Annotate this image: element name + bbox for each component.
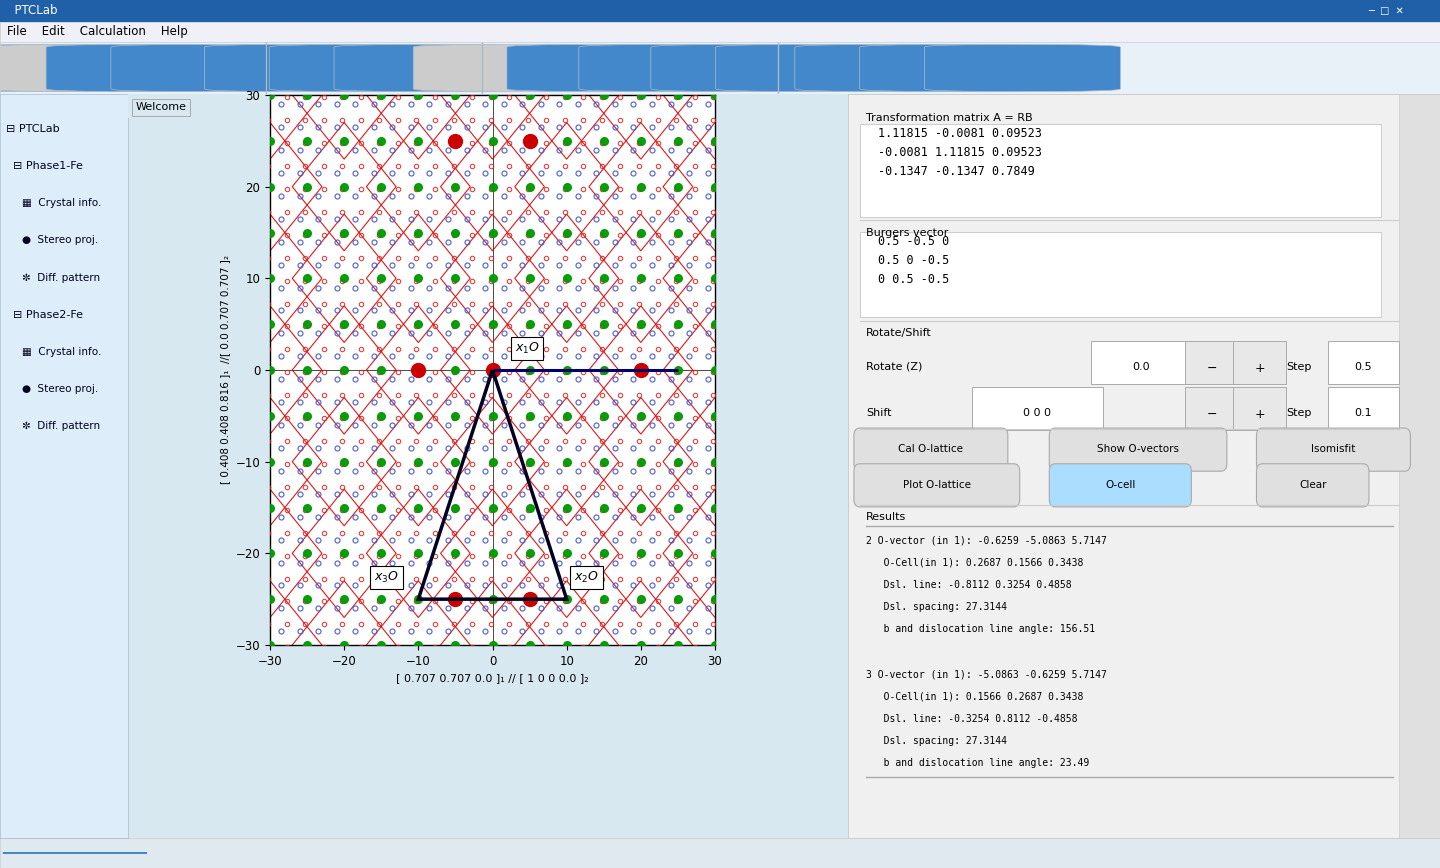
FancyBboxPatch shape (579, 44, 775, 91)
Text: File    Edit    Calculation    Help: File Edit Calculation Help (7, 25, 189, 38)
FancyBboxPatch shape (507, 44, 703, 91)
FancyBboxPatch shape (334, 44, 530, 91)
FancyBboxPatch shape (1398, 94, 1440, 838)
Text: Burgers vector: Burgers vector (865, 228, 948, 238)
Text: Rotate/Shift: Rotate/Shift (865, 328, 932, 339)
Y-axis label: [ 0.408 0.408 0.816 ]₁  //[ 0.0 0.707 0.707 ]₂: [ 0.408 0.408 0.816 ]₁ //[ 0.0 0.707 0.7… (220, 255, 230, 484)
Text: ⊟ PTCLab: ⊟ PTCLab (6, 124, 60, 134)
Text: Shift: Shift (865, 408, 891, 418)
Text: Transformation matrix A = RB: Transformation matrix A = RB (865, 113, 1032, 122)
FancyBboxPatch shape (1090, 341, 1191, 385)
FancyBboxPatch shape (795, 44, 991, 91)
Text: NCS--analysis (2-D projection)  ×: NCS--analysis (2-D projection) × (488, 102, 694, 112)
Text: ⊟ Phase2-Fe: ⊟ Phase2-Fe (13, 310, 84, 319)
Text: 0.1: 0.1 (1354, 408, 1372, 418)
Text: Dsl. spacing: 27.3144: Dsl. spacing: 27.3144 (865, 736, 1007, 746)
Text: b and dislocation line angle: 23.49: b and dislocation line angle: 23.49 (865, 759, 1089, 768)
FancyBboxPatch shape (860, 44, 1056, 91)
FancyBboxPatch shape (854, 464, 1020, 507)
Text: Isomisfit: Isomisfit (1312, 444, 1355, 454)
FancyBboxPatch shape (1257, 464, 1369, 507)
Text: −: − (1207, 408, 1217, 421)
Text: ●  Stereo proj.: ● Stereo proj. (22, 385, 98, 394)
Text: ●  Stereo proj.: ● Stereo proj. (22, 235, 98, 246)
FancyBboxPatch shape (716, 44, 912, 91)
Text: ▦  Crystal info.: ▦ Crystal info. (22, 347, 101, 357)
FancyBboxPatch shape (413, 44, 609, 91)
Text: Rotate (Z): Rotate (Z) (865, 362, 922, 372)
Text: Plot O-lattice: Plot O-lattice (903, 480, 971, 490)
FancyBboxPatch shape (1233, 387, 1286, 431)
Text: 0.5 -0.5 0
0.5 0 -0.5
0 0.5 -0.5: 0.5 -0.5 0 0.5 0 -0.5 0 0.5 -0.5 (877, 235, 949, 286)
Text: PTCLab: PTCLab (7, 4, 58, 17)
Text: $x_2O$: $x_2O$ (575, 569, 599, 585)
Text: 0 0 0: 0 0 0 (1024, 408, 1051, 418)
Text: ✼  Diff. pattern: ✼ Diff. pattern (22, 421, 99, 431)
Text: Step: Step (1286, 408, 1312, 418)
Text: Show O-vectors: Show O-vectors (1097, 444, 1179, 454)
Text: Dsl. line: -0.8112 0.3254 0.4858: Dsl. line: -0.8112 0.3254 0.4858 (865, 580, 1071, 590)
Text: b and dislocation line angle: 156.51: b and dislocation line angle: 156.51 (865, 624, 1094, 635)
Text: 3 O-vector (in 1): -5.0863 -0.6259 5.7147: 3 O-vector (in 1): -5.0863 -0.6259 5.714… (865, 669, 1106, 679)
Text: Cal O-lattice: Cal O-lattice (899, 444, 963, 454)
FancyBboxPatch shape (204, 44, 400, 91)
Text: ▦  Crystal info.: ▦ Crystal info. (22, 198, 101, 208)
Text: 0.5: 0.5 (1354, 362, 1372, 372)
FancyBboxPatch shape (924, 44, 1120, 91)
FancyBboxPatch shape (1050, 428, 1227, 471)
Text: 2 O-vector (in 1): -0.6259 -5.0863 5.7147: 2 O-vector (in 1): -0.6259 -5.0863 5.714… (865, 536, 1106, 545)
Text: Welcome: Welcome (135, 102, 186, 112)
FancyBboxPatch shape (860, 124, 1381, 217)
Text: ─  □  ✕: ─ □ ✕ (1368, 6, 1404, 16)
FancyBboxPatch shape (111, 44, 307, 91)
Text: O-Cell(in 1): 0.2687 0.1566 0.3438: O-Cell(in 1): 0.2687 0.1566 0.3438 (865, 557, 1083, 568)
Text: +: + (1254, 362, 1264, 375)
X-axis label: [ 0.707 0.707 0.0 ]₁ // [ 1 0 0 0.0 ]₂: [ 0.707 0.707 0.0 ]₁ // [ 1 0 0 0.0 ]₂ (396, 674, 589, 683)
FancyBboxPatch shape (1328, 387, 1398, 431)
Text: ⊟ Phase1-Fe: ⊟ Phase1-Fe (13, 161, 82, 171)
Text: 0.0: 0.0 (1132, 362, 1151, 372)
FancyBboxPatch shape (0, 44, 177, 91)
FancyBboxPatch shape (1185, 341, 1238, 385)
FancyBboxPatch shape (1185, 387, 1238, 431)
FancyBboxPatch shape (269, 44, 465, 91)
Text: O-Cell(in 1): 0.1566 0.2687 0.3438: O-Cell(in 1): 0.1566 0.2687 0.3438 (865, 692, 1083, 701)
Text: DF-Phase1-Fe: DF-Phase1-Fe (294, 102, 370, 112)
Text: −: − (1207, 362, 1217, 375)
Text: O-cell: O-cell (1104, 480, 1136, 490)
FancyBboxPatch shape (972, 387, 1103, 431)
Text: Results: Results (865, 512, 906, 523)
Text: Clear: Clear (1299, 480, 1326, 490)
FancyBboxPatch shape (0, 44, 112, 91)
FancyBboxPatch shape (860, 232, 1381, 317)
Text: 1.11815 -0.0081 0.09523
-0.0081 1.11815 0.09523
-0.1347 -0.1347 0.7849: 1.11815 -0.0081 0.09523 -0.0081 1.11815 … (877, 128, 1041, 179)
Text: Step: Step (1286, 362, 1312, 372)
FancyBboxPatch shape (1257, 428, 1410, 471)
FancyBboxPatch shape (1233, 341, 1286, 385)
Text: Dsl. line: -0.3254 0.8112 -0.4858: Dsl. line: -0.3254 0.8112 -0.4858 (865, 713, 1077, 724)
FancyBboxPatch shape (651, 44, 847, 91)
FancyBboxPatch shape (1050, 464, 1191, 507)
FancyBboxPatch shape (854, 428, 1008, 471)
Text: +: + (1254, 408, 1264, 421)
Text: $x_3O$: $x_3O$ (374, 569, 399, 585)
FancyBboxPatch shape (1328, 341, 1398, 385)
FancyBboxPatch shape (46, 44, 242, 91)
Text: ✼  Diff. pattern: ✼ Diff. pattern (22, 273, 99, 283)
Text: $x_1O$: $x_1O$ (514, 340, 540, 356)
Text: Dsl. spacing: 27.3144: Dsl. spacing: 27.3144 (865, 602, 1007, 612)
